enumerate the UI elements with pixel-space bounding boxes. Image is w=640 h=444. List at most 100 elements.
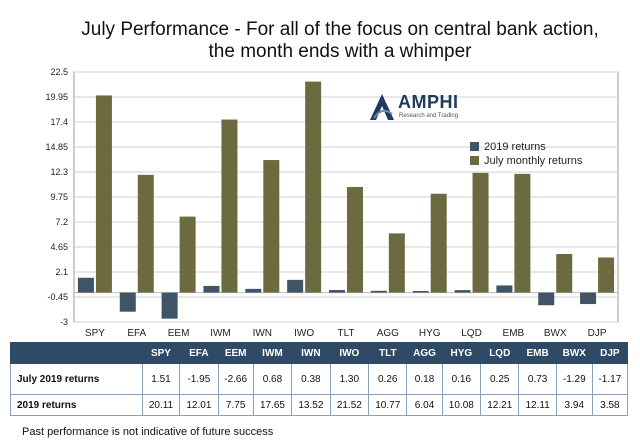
- table-cell: -1.29: [555, 363, 593, 395]
- logo-tagline: Research and Trading: [399, 113, 459, 119]
- y-tick-label: 17.4: [50, 117, 68, 127]
- bar-2019-returns: [329, 290, 345, 293]
- bar-chart: 22.5 19.95 17.4 14.85 12.3 9.75 7.2 4.65 2.1 -0.4…: [45, 67, 619, 339]
- bar-july-monthly-returns: [430, 193, 447, 293]
- x-tick-label: IWM: [210, 328, 231, 339]
- table-cell: 0.16: [441, 363, 482, 395]
- bar-2019-returns: [287, 279, 304, 293]
- x-tick-label: TLT: [337, 328, 354, 339]
- table-cell: -1.17: [591, 363, 629, 395]
- legend-swatch: [470, 156, 479, 165]
- legend-label: 2019 returns: [484, 141, 546, 153]
- table-cell: 0.68: [252, 363, 293, 395]
- bar-july-monthly-returns: [179, 216, 196, 293]
- table-cell: 12.21: [480, 394, 520, 416]
- x-tick-label: DJP: [588, 328, 607, 339]
- table-cell: 7.75: [217, 394, 254, 416]
- x-tick-label: EEM: [168, 328, 190, 339]
- y-tick-label: -3: [60, 317, 68, 327]
- y-tick-label: 19.95: [45, 92, 68, 102]
- x-tick-label: AGG: [377, 328, 399, 339]
- bar-july-monthly-returns: [388, 233, 405, 293]
- table-cell: 3.58: [591, 394, 629, 416]
- table-cell: 3.94: [555, 394, 593, 416]
- bar-2019-returns: [203, 285, 220, 293]
- x-tick-label: SPY: [85, 328, 105, 339]
- bar-july-monthly-returns: [472, 172, 489, 293]
- table-header-cell: IWO: [329, 342, 370, 364]
- bar-2019-returns: [496, 285, 513, 293]
- table-header-cell: IWN: [291, 342, 331, 364]
- table-header-cell: TLT: [368, 342, 408, 364]
- table-cell: 20.11: [141, 394, 181, 416]
- table-header-cell: EFA: [179, 342, 219, 364]
- table-header-cell: HYG: [441, 342, 482, 364]
- returns-table: SPY EFA EEM IWM IWN IWO TLT AGG HYG LQD EMB BWX DJP …: [10, 342, 629, 416]
- bar-2019-returns: [370, 290, 387, 293]
- chart-title-line-1: July Performance - For all of the focus …: [81, 19, 599, 40]
- y-tick-label: 9.75: [50, 192, 68, 202]
- table-cell: -2.66: [217, 363, 254, 395]
- footnote: Past performance is not indicative of fu…: [22, 426, 274, 438]
- bar-2019-returns: [161, 292, 178, 319]
- table-cell: 10.77: [368, 394, 408, 416]
- table-header-row: SPY EFA EEM IWM IWN IWO TLT AGG HYG LQD EMB BWX DJP: [10, 342, 629, 364]
- table-row: July 2019 returns 1.51 -1.95 -2.66 0.68 0.38 1…: [10, 363, 629, 395]
- table-row: 2019 returns 20.11 12.01 7.75 17.65 13.52 21.5…: [10, 394, 629, 416]
- table-cell: 0.73: [518, 363, 557, 395]
- x-tick-label: LQD: [461, 328, 482, 339]
- bar-july-monthly-returns: [598, 257, 615, 293]
- legend-swatch: [470, 142, 479, 151]
- table-cell: 6.04: [406, 394, 443, 416]
- table-header-cell: DJP: [591, 342, 629, 364]
- table-cell: 12.11: [518, 394, 557, 416]
- table-cell: 13.52: [291, 394, 331, 416]
- table-header-cell: EMB: [518, 342, 557, 364]
- bar-july-monthly-returns: [556, 253, 573, 293]
- y-tick-label: 14.85: [45, 142, 68, 152]
- table-cell: 21.52: [329, 394, 370, 416]
- table-cell: 17.65: [252, 394, 293, 416]
- table-cell: 0.18: [406, 363, 443, 395]
- table-cell: 12.01: [179, 394, 219, 416]
- table-cell: -1.95: [179, 363, 219, 395]
- legend-label: July monthly returns: [484, 155, 583, 167]
- table-header-cell: EEM: [217, 342, 254, 364]
- x-tick-label: IWN: [253, 328, 272, 339]
- bar-2019-returns: [580, 292, 597, 305]
- amphi-logo-icon: [370, 94, 394, 120]
- bar-july-monthly-returns: [305, 81, 322, 293]
- table-cell: 0.25: [480, 363, 520, 395]
- x-tick-label: EFA: [127, 328, 146, 339]
- x-tick-label: HYG: [419, 328, 441, 339]
- bar-july-monthly-returns: [514, 173, 531, 293]
- y-tick-label: 2.1: [55, 267, 68, 277]
- x-tick-label: BWX: [544, 328, 567, 339]
- table-cell: 0.38: [291, 363, 331, 395]
- table-header-cell: [10, 342, 143, 364]
- amphi-logo: AMPHI Research and Trading: [368, 92, 478, 124]
- table-row-label: 2019 returns: [10, 394, 143, 416]
- table-row-label: July 2019 returns: [10, 363, 143, 395]
- bar-2019-returns: [412, 291, 429, 293]
- table-header-cell: LQD: [480, 342, 520, 364]
- y-tick-label: 4.65: [50, 242, 68, 252]
- bar-2019-returns: [77, 277, 94, 293]
- chart-title-line-2: the month ends with a whimper: [208, 41, 472, 62]
- table-header-cell: IWM: [252, 342, 293, 364]
- table-cell: 1.51: [141, 363, 181, 395]
- x-tick-label: EMB: [503, 328, 525, 339]
- table-cell: 10.08: [441, 394, 482, 416]
- table-header-cell: BWX: [555, 342, 593, 364]
- bar-2019-returns: [454, 290, 471, 293]
- y-tick-label: 7.2: [55, 217, 68, 227]
- y-tick-label: -0.45: [47, 292, 68, 302]
- table-header-cell: SPY: [141, 342, 181, 364]
- bar-2019-returns: [119, 292, 136, 312]
- table-cell: 0.26: [368, 363, 408, 395]
- y-tick-label: 12.3: [50, 167, 68, 177]
- table-header-cell: AGG: [406, 342, 443, 364]
- bar-july-monthly-returns: [137, 174, 154, 293]
- x-tick-label: IWO: [294, 328, 314, 339]
- bar-2019-returns: [538, 292, 555, 306]
